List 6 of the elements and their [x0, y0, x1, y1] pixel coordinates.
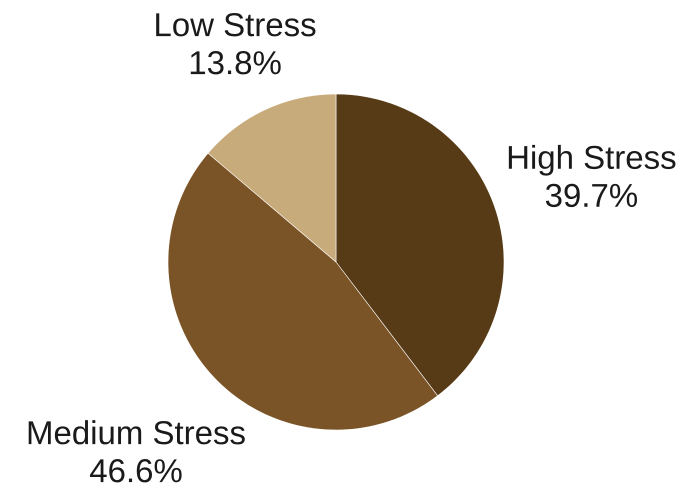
slice-label: High Stress	[508, 144, 676, 176]
data-label: 13.8%	[190, 51, 281, 74]
slice-label: Low Stress	[156, 13, 316, 36]
data-label: 39.7%	[546, 184, 638, 208]
slice-label: Medium Stress	[28, 420, 245, 444]
data-label: 46.6%	[90, 459, 182, 482]
